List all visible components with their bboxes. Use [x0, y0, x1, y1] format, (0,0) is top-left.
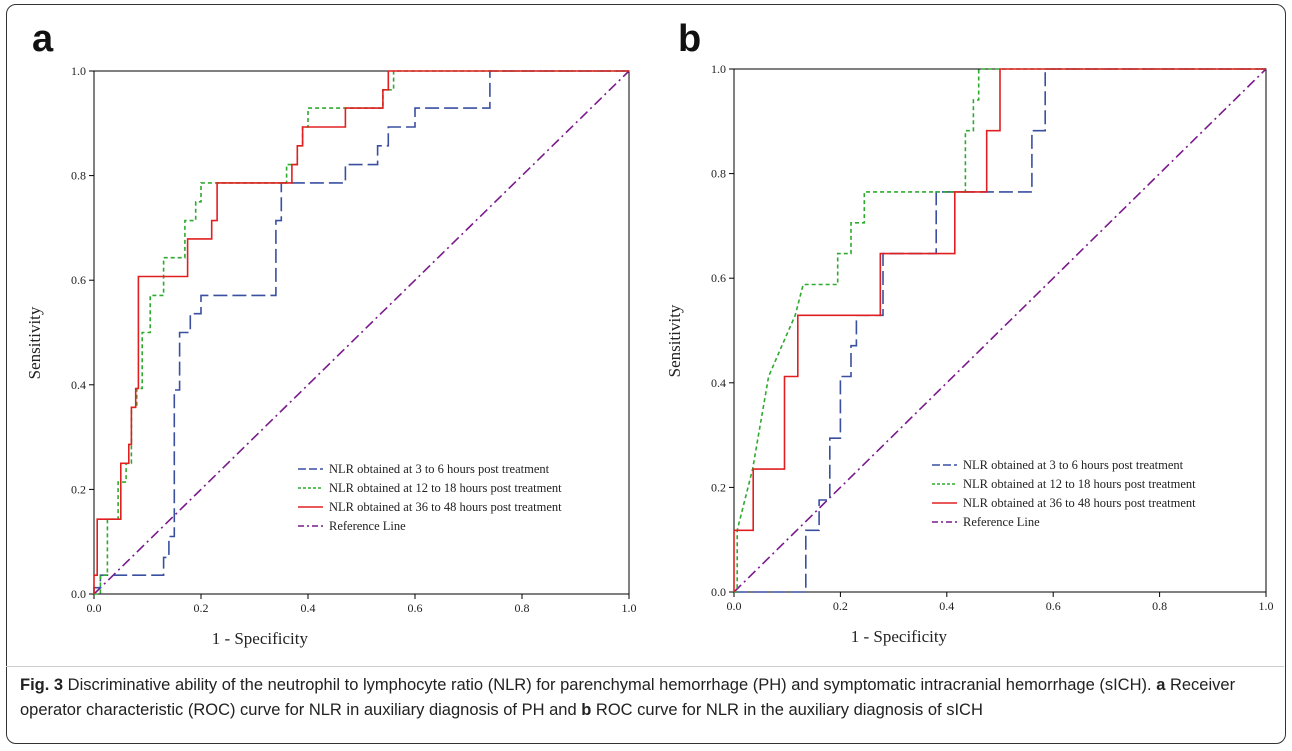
- y-tick-label: 0.6: [711, 271, 726, 285]
- caption-label: Fig. 3: [20, 676, 64, 694]
- series-line-red: [733, 68, 1266, 592]
- series-line-purple: [733, 68, 1267, 593]
- panel-letter-b: b: [678, 18, 702, 60]
- x-tick-label: 0.4: [301, 601, 316, 615]
- series-line-blue: [734, 68, 1266, 593]
- x-tick-label: 0.4: [939, 599, 954, 613]
- legend-label: NLR obtained at 12 to 18 hours post trea…: [963, 477, 1196, 491]
- panel-b: b 0.0 0.2 0.4 0.6 0.8 1.0 0.0 0.2 0.4 0.6 0.8 1.0 1 …: [646, 0, 1292, 666]
- y-axis-title: Sensitivity: [25, 306, 44, 379]
- panel-letter-a: a: [32, 18, 54, 60]
- caption-text-3: ROC curve for NLR in the auxiliary diagn…: [591, 701, 983, 719]
- x-tick-label: 0.2: [833, 599, 848, 613]
- legend-label: NLR obtained at 12 to 18 hours post trea…: [329, 481, 562, 495]
- x-tick-label: 1.0: [622, 601, 637, 615]
- plot-area-frame: [93, 70, 630, 595]
- y-tick-label: 0.8: [711, 167, 726, 181]
- caption-bold-b: b: [581, 701, 592, 719]
- legend-label: NLR obtained at 36 to 48 hours post trea…: [329, 500, 562, 514]
- panel-a: a 0.0 0.2 0.4 0.6 0.8 1.0 0.0 0.2 0.4 0.6 0.8 1.0 1 …: [0, 0, 646, 666]
- y-tick-label: 0.0: [711, 585, 726, 599]
- caption-bold-a: a: [1156, 676, 1166, 694]
- x-tick-label: 0.8: [1152, 599, 1167, 613]
- roc-chart-a: 0.0 0.2 0.4 0.6 0.8 1.0 0.0 0.2 0.4 0.6 0.8 1.0 1 - …: [25, 64, 637, 648]
- legend-label: Reference Line: [329, 519, 406, 533]
- y-tick-label: 0.4: [711, 376, 726, 390]
- legend-label: Reference Line: [963, 515, 1040, 529]
- series-line-red: [93, 70, 629, 594]
- x-tick-label: 0.2: [194, 601, 209, 615]
- caption-divider: [6, 666, 1284, 667]
- y-tick-label: 0.2: [71, 482, 86, 496]
- x-axis-title: 1 - Specificity: [212, 629, 309, 648]
- y-tick-label: 0.0: [71, 587, 86, 601]
- legend-label: NLR obtained at 3 to 6 hours post treatm…: [329, 462, 550, 476]
- legend-label: NLR obtained at 3 to 6 hours post treatm…: [963, 458, 1184, 472]
- y-tick-label: 0.2: [711, 480, 726, 494]
- x-tick-label: 0.6: [408, 601, 423, 615]
- x-tick-label: 0.0: [87, 601, 102, 615]
- caption-text-2: Receiver operator characteristic (ROC) c…: [20, 676, 1236, 719]
- y-axis-title: Sensitivity: [665, 304, 684, 377]
- y-tick-label: 0.6: [71, 273, 86, 287]
- y-tick-label: 1.0: [71, 64, 86, 78]
- y-tick-label: 0.4: [71, 378, 86, 392]
- figure-frame: [6, 4, 1286, 744]
- legend-label: NLR obtained at 36 to 48 hours post trea…: [963, 496, 1196, 510]
- x-tick-label: 0.8: [515, 601, 530, 615]
- series-line-blue: [93, 70, 629, 594]
- series-line-green: [734, 68, 1266, 593]
- roc-chart-b: 0.0 0.2 0.4 0.6 0.8 1.0 0.0 0.2 0.4 0.6 0.8 1.0 1 - …: [665, 62, 1274, 646]
- caption-text-1: Discriminative ability of the neutrophil…: [63, 676, 1157, 694]
- x-axis-title: 1 - Specificity: [851, 627, 948, 646]
- series-line-purple: [93, 70, 630, 595]
- y-tick-label: 1.0: [711, 62, 726, 76]
- series-line-green: [94, 70, 629, 595]
- x-tick-label: 0.0: [727, 599, 742, 613]
- figure-caption: Fig. 3 Discriminative ability of the neu…: [20, 673, 1275, 723]
- y-tick-label: 0.8: [71, 169, 86, 183]
- x-tick-label: 1.0: [1259, 599, 1274, 613]
- x-tick-label: 0.6: [1046, 599, 1061, 613]
